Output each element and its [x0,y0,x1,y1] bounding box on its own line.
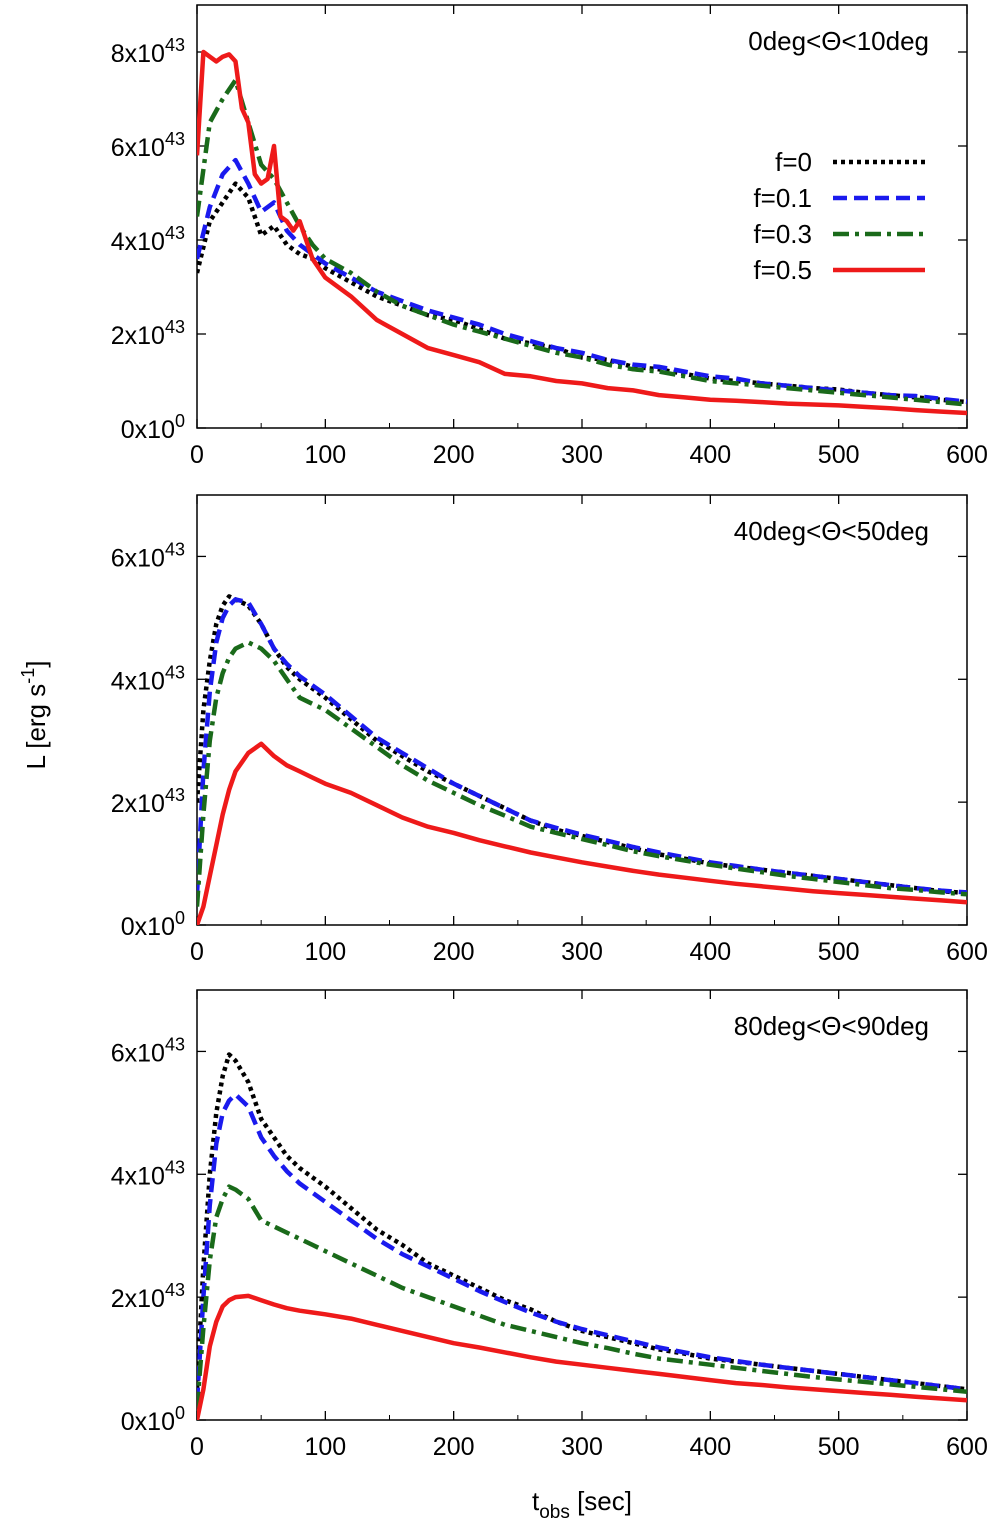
x-tick-label: 0 [190,1433,204,1461]
series-line-f-0 [197,1052,967,1392]
x-tick-label: 200 [433,1433,475,1461]
series-line-f-0_3 [197,1184,967,1408]
panel-annotation: 0deg<Θ<10deg [748,26,929,56]
x-tick-label: 600 [946,1433,988,1461]
series-line-f-0_5 [197,49,967,416]
series-line-f-0_1 [197,597,967,895]
x-tick-label: 300 [561,441,603,469]
x-tick-label: 100 [304,441,346,469]
legend-label: f=0.1 [753,183,812,213]
y-tick-label: 2x1043 [111,785,185,818]
y-tick-label: 4x1043 [111,1157,185,1190]
y-tick-label: 6x1043 [111,1034,185,1067]
plot-frame [196,989,968,1421]
series-line-f-0_5 [197,741,967,925]
series-line-f-0 [197,181,967,405]
series-line-f-0_3 [197,77,967,407]
x-tick-label: 600 [946,441,988,469]
legend: f=0 f=0.1 f=0.3 f=0.5 [753,147,925,285]
x-tick-label: 100 [304,1433,346,1461]
panel-annotation: 80deg<Θ<90deg [734,1011,929,1041]
y-tick-label: 0x100 [121,1403,185,1436]
y-tick-label: 6x1043 [111,129,185,162]
x-tick-label: 600 [946,938,988,966]
y-axis-title: L [erg s-1] [18,661,51,770]
y-tick-label: 2x1043 [111,1280,185,1313]
y-tick-label: 4x1043 [111,662,185,695]
x-tick-label: 0 [190,938,204,966]
series-line-f-0_5 [197,1293,967,1420]
panel-annotation: 40deg<Θ<50deg [734,516,929,546]
y-tick-label: 0x100 [121,411,185,444]
y-tick-label: 8x1043 [111,35,185,68]
x-tick-label: 300 [561,938,603,966]
x-tick-label: 500 [818,1433,860,1461]
chart-panel-1: 0 100 200 300 400 500 600 0x100 2x1043 4x1043 6x10… [111,4,988,469]
x-tick-label: 100 [304,938,346,966]
x-tick-label: 400 [689,1433,731,1461]
x-tick-label: 0 [190,441,204,469]
x-tick-label: 400 [689,938,731,966]
x-tick-label: 500 [818,938,860,966]
x-tick-label: 400 [689,441,731,469]
y-tick-label: 0x100 [121,908,185,941]
y-tick-label: 4x1043 [111,223,185,256]
x-tick-label: 200 [433,441,475,469]
y-tick-label: 6x1043 [111,539,185,572]
series-line-f-0_3 [197,640,967,907]
plot-frame [196,4,968,429]
chart-panel-2: 0 100 200 300 400 500 600 0x100 2x1043 4x1043 6x10… [111,494,988,966]
x-tick-label: 300 [561,1433,603,1461]
x-axis-title: tobs [sec] [532,1486,632,1523]
series-line-f-0_1 [197,1092,967,1402]
chart-panel-3: 0 100 200 300 400 500 600 0x100 2x1043 4x1043 6x10… [111,989,988,1461]
legend-label: f=0.5 [753,255,812,285]
series-line-f-0_1 [197,157,967,404]
y-tick-label: 2x1043 [111,317,185,350]
x-tick-label: 500 [818,441,860,469]
series-line-f-0 [197,594,967,896]
legend-label: f=0.3 [753,219,812,249]
x-tick-label: 200 [433,938,475,966]
legend-label: f=0 [775,147,812,177]
